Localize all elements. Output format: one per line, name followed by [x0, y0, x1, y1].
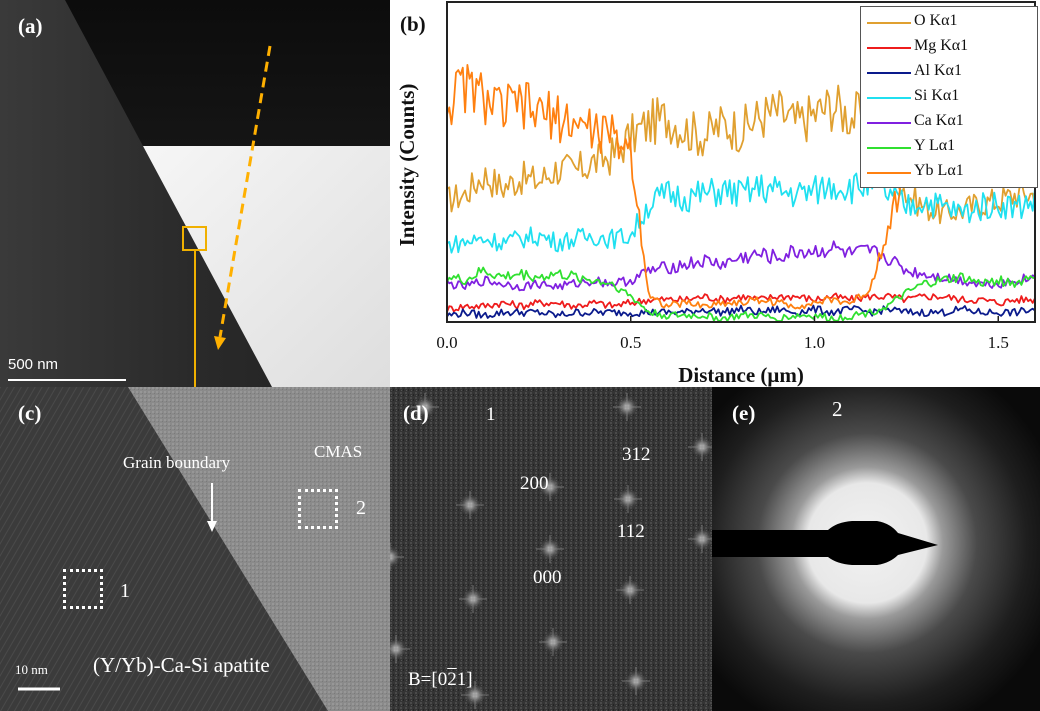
- grain-boundary-arrowhead-icon: [207, 521, 217, 532]
- cmas-region: [143, 146, 390, 387]
- legend-item: Y Lα1: [861, 136, 1037, 160]
- tick-layer: 0.0 0.5 1.0 1.5: [436, 316, 1009, 352]
- x-tick-label: 1.5: [988, 333, 1009, 352]
- series-layer: [446, 64, 1036, 322]
- linescan-arrowhead-icon: [214, 336, 226, 350]
- legend-item: O Kα1: [861, 11, 1037, 35]
- legend-label: Al Kα1: [914, 62, 962, 79]
- scale-bar-c-label: 10 nm: [15, 662, 48, 677]
- legend-label: Mg Kα1: [914, 37, 969, 54]
- dark-region-top: [65, 0, 390, 146]
- series-line-al: [446, 304, 1036, 319]
- legend-swatch: [867, 97, 911, 99]
- panel-e-saed-pattern: (e) 2: [712, 387, 1040, 711]
- panel-d-label: (d): [403, 401, 429, 425]
- scale-bar-a-label: 500 nm: [8, 356, 59, 373]
- legend-label: Yb Lα1: [914, 162, 964, 179]
- spot-000-label: 000: [533, 567, 562, 588]
- x-tick-label: 0.5: [620, 333, 641, 352]
- legend-label: Si Kα1: [914, 87, 960, 104]
- series-line-ca: [446, 240, 1036, 292]
- hrtem-micrograph: [0, 387, 390, 711]
- phase-label: (Y/Yb)-Ca-Si apatite: [93, 653, 270, 677]
- diffraction-spots: [390, 393, 712, 709]
- legend-swatch: [867, 147, 911, 149]
- legend-item: Yb Lα1: [861, 161, 1037, 185]
- linescan-chart: 0.0 0.5 1.0 1.5 Distance (μm) Intensity (Co…: [395, 1, 1036, 387]
- saed-image: [712, 387, 1040, 711]
- x-tick-label: 1.0: [804, 333, 825, 352]
- region-2-ref: 2: [832, 397, 843, 421]
- spot-312-label: 312: [622, 444, 651, 465]
- grain-boundary-label: Grain boundary: [123, 453, 231, 472]
- panel-c-hrtem-image: (c) Grain boundary CMAS 1 2 (Y/Yb)-Ca-Si…: [0, 387, 390, 711]
- legend-label: O Kα1: [914, 12, 958, 29]
- legend-label: Ca Kα1: [914, 112, 964, 129]
- panel-a-stem-image: (a) 500 nm: [0, 0, 390, 387]
- panel-b-eds-linescan: 0.0 0.5 1.0 1.5 Distance (μm) Intensity (Co…: [390, 0, 1040, 387]
- legend-swatch: [867, 47, 911, 49]
- spot-112-label: 112: [617, 521, 645, 542]
- zone-axis-prefix: B=[0: [408, 669, 448, 690]
- legend-label: Y Lα1: [914, 137, 956, 154]
- series-line-mg: [446, 292, 1036, 313]
- legend-swatch: [867, 72, 911, 74]
- series-line-o: [446, 84, 1036, 225]
- zone-axis-suffix: 1]: [456, 669, 473, 690]
- legend-swatch: [867, 122, 911, 124]
- region-box-1: [63, 569, 103, 609]
- zone-axis-bar-digit: 2: [447, 669, 457, 690]
- panel-b-label: (b): [400, 12, 426, 36]
- series-line-y: [446, 266, 1036, 322]
- panel-e-label: (e): [732, 401, 756, 425]
- legend-item: Al Kα1: [861, 61, 1037, 85]
- fft-image: [390, 387, 712, 711]
- chart-legend: O Kα1 Mg Kα1 Al Kα1 Si Kα1 Ca Kα1 Y Lα1 Yb Lα1: [860, 6, 1038, 188]
- legend-swatch: [867, 22, 911, 24]
- cmas-label: CMAS: [314, 442, 363, 461]
- stem-micrograph: [0, 0, 390, 387]
- spot-200-label: 200: [520, 473, 549, 494]
- legend-item: Si Kα1: [861, 86, 1037, 110]
- y-axis-label: Intensity (Counts): [395, 84, 419, 247]
- region-1-ref: 1: [486, 404, 496, 425]
- linescan-path: [218, 45, 272, 338]
- zone-axis-label: B=[021]: [408, 669, 473, 691]
- panel-c-label: (c): [18, 401, 42, 425]
- region-2-label: 2: [356, 497, 366, 519]
- x-axis-label: Distance (μm): [678, 363, 804, 387]
- series-line-si: [446, 167, 1036, 254]
- panel-d-fft-pattern: (d) 1 312 200 112 000 B=[021]: [390, 387, 712, 711]
- beam-stopper: [712, 521, 938, 565]
- cmas-amorphous: [128, 387, 390, 711]
- x-tick-label: 0.0: [436, 333, 457, 352]
- legend-swatch: [867, 172, 911, 174]
- legend-item: Mg Kα1: [861, 36, 1037, 60]
- legend-item: Ca Kα1: [861, 111, 1037, 135]
- region-1-label: 1: [120, 580, 130, 602]
- region-box-2: [298, 489, 338, 529]
- panel-a-label: (a): [18, 14, 43, 38]
